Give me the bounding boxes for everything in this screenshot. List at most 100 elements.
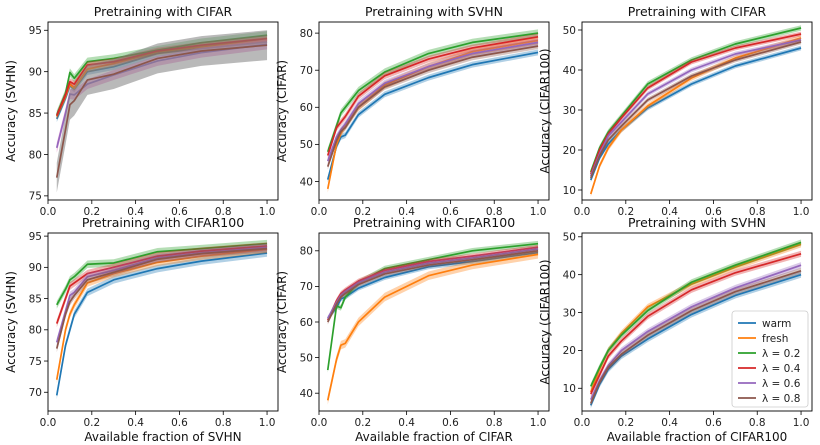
x-axis-label: Available fraction of SVHN — [84, 430, 241, 444]
axes-frame — [47, 232, 279, 412]
x-tick-label: 0.4 — [661, 417, 678, 429]
axes-frame — [581, 232, 813, 412]
band-fresh — [327, 36, 539, 193]
plot-area — [326, 29, 539, 193]
x-tick-label: 1.0 — [793, 206, 810, 218]
x-tick-label: 0.6 — [442, 206, 459, 218]
series-line-warm — [326, 51, 539, 180]
chart-title: Pretraining with SVHN — [365, 4, 503, 19]
y-tick-label: 70 — [300, 281, 313, 293]
y-tick-label: 95 — [29, 231, 42, 243]
band-0-4 — [590, 31, 802, 177]
y-axis-label: Accuracy (CIFAR) — [275, 271, 289, 373]
series-line-warm — [327, 251, 539, 319]
series-line-0-8 — [55, 247, 268, 349]
y-tick-label: 20 — [563, 145, 576, 157]
chart-title: Pretraining with CIFAR — [628, 4, 767, 19]
series-line-0-6 — [326, 41, 539, 162]
legend-label-warm: warm — [762, 318, 791, 330]
x-tick-label: 0.8 — [215, 206, 232, 218]
series-line-0-4 — [589, 253, 802, 395]
x-tick-label: 0.6 — [171, 206, 188, 218]
y-tick-label: 40 — [300, 176, 313, 188]
y-tick-label: 80 — [300, 28, 313, 40]
panel-3: 0.0 0.2 0.4 0.6 0.8 1.0 10 20 30 40 50 Pretraining … — [538, 4, 813, 218]
axes-frame — [318, 21, 550, 201]
series-line-fresh — [55, 248, 268, 380]
legend-label-0-2: λ = 0.2 — [762, 348, 800, 360]
panel-4: 0.0 0.2 0.4 0.6 0.8 1.0 70 75 80 85 90 95 Pretrainin… — [4, 215, 279, 444]
x-tick-label: 0.2 — [354, 206, 371, 218]
series-line-0-6 — [327, 248, 539, 319]
y-axis-label: Accuracy (SVHN) — [4, 271, 18, 373]
legend-label-0-4: λ = 0.4 — [762, 363, 801, 375]
panel-1: 0.0 0.2 0.4 0.6 0.8 1.0 75 80 85 90 95 Pretraining … — [4, 4, 279, 218]
series-line-fresh — [589, 37, 802, 195]
y-tick-label: 95 — [29, 25, 42, 37]
panel-5: 0.0 0.2 0.4 0.6 0.8 1.0 40 50 60 70 80 Pretraining … — [275, 215, 550, 444]
y-tick-label: 30 — [563, 105, 576, 117]
y-tick-label: 30 — [563, 307, 576, 319]
x-tick-label: 0.4 — [127, 417, 144, 429]
x-tick-label: 0.8 — [486, 206, 503, 218]
plot-area — [589, 25, 802, 197]
x-tick-label: 0.6 — [442, 417, 459, 429]
y-tick-label: 80 — [29, 149, 42, 161]
series-line-0-8 — [326, 249, 539, 323]
y-tick-label: 85 — [29, 293, 42, 305]
band-0-8 — [56, 30, 268, 193]
x-tick-label: 0.6 — [705, 206, 722, 218]
x-tick-label: 0.0 — [574, 206, 591, 218]
x-tick-label: 0.4 — [661, 206, 678, 218]
x-tick-label: 0.0 — [40, 417, 57, 429]
x-tick-label: 0.0 — [40, 206, 57, 218]
x-tick-label: 0.2 — [83, 417, 100, 429]
x-tick-label: 0.0 — [574, 417, 591, 429]
series-line-0-2 — [589, 27, 802, 173]
series-line-0-8 — [326, 45, 539, 167]
y-tick-label: 80 — [300, 246, 313, 258]
x-tick-label: 0.2 — [617, 206, 634, 218]
axes-frame — [47, 21, 279, 201]
chart-title: Pretraining with CIFAR100 — [353, 215, 515, 230]
x-tick-label: 1.0 — [530, 206, 547, 218]
y-tick-label: 20 — [563, 345, 576, 357]
x-tick-label: 0.4 — [398, 417, 415, 429]
x-tick-label: 0.6 — [171, 417, 188, 429]
chart-title: Pretraining with CIFAR100 — [82, 215, 244, 230]
panel-6: 0.0 0.2 0.4 0.6 0.8 1.0 10 20 30 40 50 Pretraining … — [538, 215, 813, 444]
series-line-0-4 — [326, 246, 539, 321]
legend-label-0-6: λ = 0.6 — [762, 378, 801, 390]
y-tick-label: 60 — [300, 102, 313, 114]
x-tick-label: 0.8 — [749, 206, 766, 218]
y-tick-label: 75 — [29, 191, 42, 203]
series-line-warm — [55, 252, 268, 396]
x-axis-label: Available fraction of CIFAR — [355, 430, 513, 444]
axes-frame — [581, 21, 813, 201]
y-tick-label: 40 — [300, 388, 313, 400]
x-tick-label: 0.6 — [705, 417, 722, 429]
series-line-0-4 — [589, 33, 802, 175]
x-tick-label: 1.0 — [793, 417, 810, 429]
x-tick-label: 0.0 — [311, 206, 328, 218]
y-tick-label: 75 — [29, 356, 42, 368]
series-line-0-4 — [326, 35, 539, 156]
series-line-0-8 — [55, 44, 268, 178]
plot-area — [589, 239, 802, 409]
y-tick-label: 80 — [29, 325, 42, 337]
x-tick-label: 1.0 — [530, 417, 547, 429]
band-0-2 — [590, 25, 802, 175]
series-line-fresh — [326, 253, 539, 401]
x-tick-label: 0.8 — [215, 417, 232, 429]
y-tick-label: 90 — [29, 66, 42, 78]
plot-area — [55, 30, 268, 193]
y-tick-label: 70 — [29, 387, 42, 399]
y-tick-label: 90 — [29, 262, 42, 274]
band-0-8 — [327, 248, 539, 325]
x-tick-label: 0.2 — [617, 417, 634, 429]
y-tick-label: 50 — [563, 232, 576, 244]
series-line-0-2 — [589, 241, 802, 387]
legend-label-0-8: λ = 0.8 — [762, 393, 800, 405]
band-0-6 — [590, 37, 802, 179]
